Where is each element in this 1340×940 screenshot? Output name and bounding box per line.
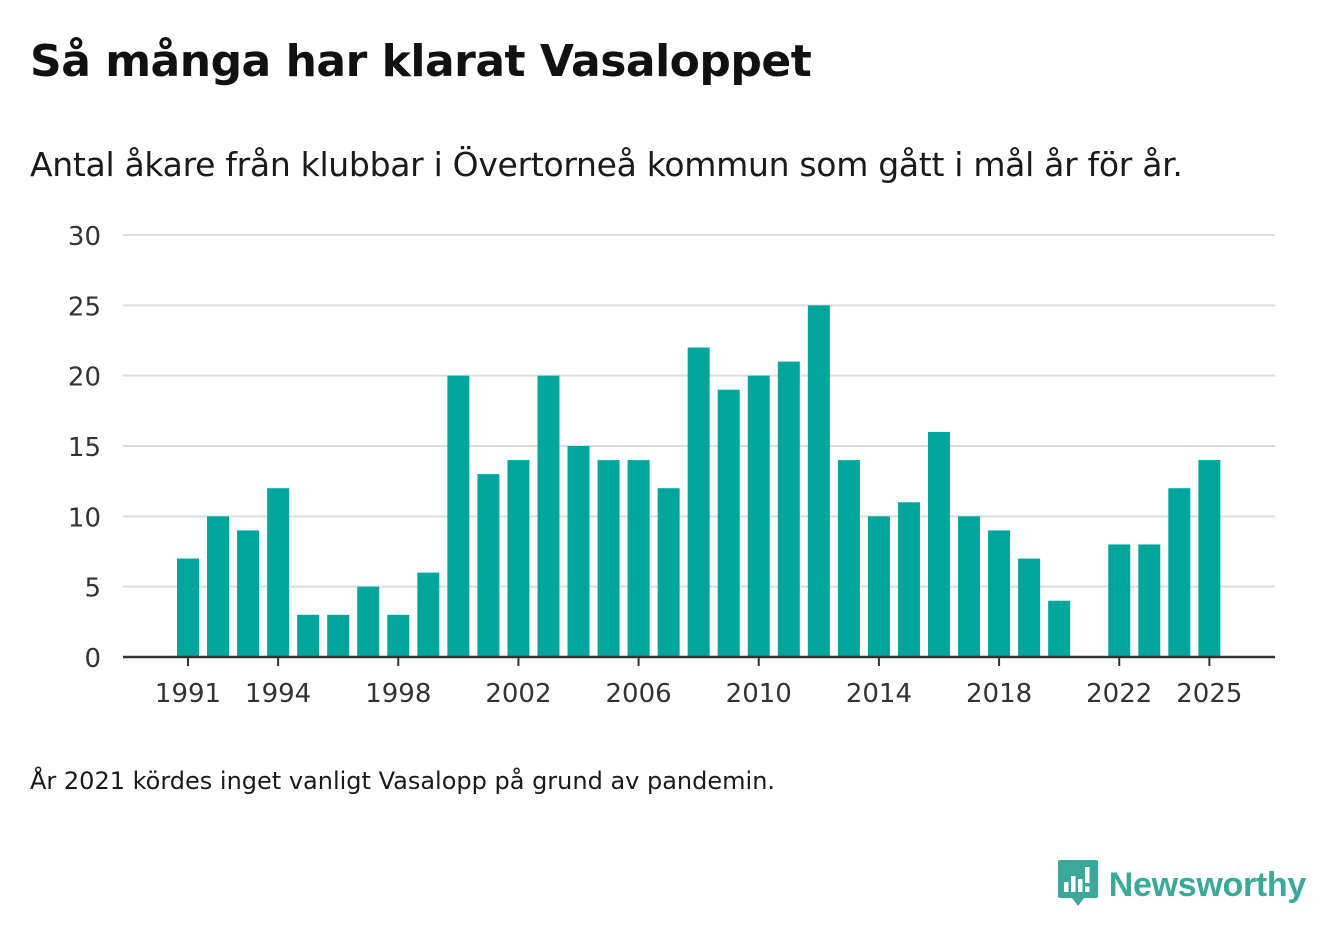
bar-2001 — [477, 474, 500, 657]
y-tick-label: 15 — [68, 433, 101, 463]
y-tick-label: 10 — [68, 503, 101, 533]
x-axis — [123, 655, 1275, 666]
x-tick-label: 2006 — [606, 679, 672, 709]
bar-2006 — [627, 460, 650, 657]
bar-2014 — [867, 516, 890, 657]
bar-2018 — [988, 530, 1011, 657]
bar-1994 — [267, 488, 290, 657]
bar-2017 — [958, 516, 981, 657]
bar-2011 — [777, 361, 800, 657]
bar-2005 — [597, 460, 620, 657]
x-axis-tick-labels: 1991 1994 1998 2002 2006 2010 2014 2018 2022 2025 — [155, 679, 1243, 709]
bars — [177, 305, 1221, 657]
footnote: År 2021 kördes inget vanligt Vasalopp på… — [30, 767, 776, 795]
x-tick-label: 2002 — [485, 679, 551, 709]
bar-2025 — [1198, 460, 1221, 657]
x-tick-label: 1994 — [245, 679, 311, 709]
brand-name: Newsworthy — [1108, 865, 1307, 904]
bar-2002 — [507, 460, 530, 657]
newsworthy-logo-icon — [1057, 858, 1099, 912]
y-tick-label: 20 — [68, 363, 101, 393]
y-tick-label: 0 — [84, 644, 101, 674]
x-tick-label: 2010 — [726, 679, 792, 709]
bar-2008 — [687, 347, 710, 657]
bar-1995 — [297, 614, 320, 657]
bar-1998 — [387, 614, 410, 657]
x-tick-label: 2022 — [1086, 679, 1152, 709]
bar-2012 — [807, 305, 830, 657]
bar-2000 — [447, 375, 470, 657]
bar-2003 — [537, 375, 560, 657]
brand-logo: Newsworthy — [1057, 858, 1306, 912]
bar-2010 — [747, 375, 770, 657]
bar-2004 — [567, 446, 590, 657]
y-tick-label: 5 — [84, 574, 101, 604]
bar-2023 — [1138, 544, 1161, 657]
bar-1992 — [207, 516, 230, 657]
x-tick-label: 1998 — [365, 679, 431, 709]
bar-2009 — [717, 389, 740, 657]
bar-2015 — [897, 502, 920, 657]
y-tick-label: 25 — [68, 292, 101, 322]
x-tick-label: 2025 — [1176, 679, 1242, 709]
bar-1999 — [417, 572, 440, 657]
chart-subtitle: Antal åkare från klubbar i Övertorneå ko… — [30, 145, 1183, 184]
y-axis-tick-labels: 0 5 10 15 20 25 30 — [68, 222, 101, 674]
x-tick-label: 2014 — [846, 679, 912, 709]
bar-1993 — [237, 530, 260, 657]
bar-2016 — [928, 431, 950, 657]
x-tick-label: 1991 — [155, 679, 221, 709]
y-tick-label: 30 — [68, 222, 101, 252]
x-tick-label: 2018 — [966, 679, 1032, 709]
bar-1996 — [327, 614, 350, 657]
bar-2019 — [1018, 558, 1041, 657]
bar-2022 — [1108, 544, 1131, 657]
bar-1991 — [177, 558, 199, 657]
bar-2013 — [837, 460, 860, 657]
bar-2024 — [1168, 488, 1191, 657]
chart-title: Så många har klarat Vasaloppet — [30, 36, 812, 87]
bar-2007 — [657, 488, 680, 657]
bar-1997 — [357, 586, 380, 657]
bar-2020 — [1048, 600, 1071, 657]
